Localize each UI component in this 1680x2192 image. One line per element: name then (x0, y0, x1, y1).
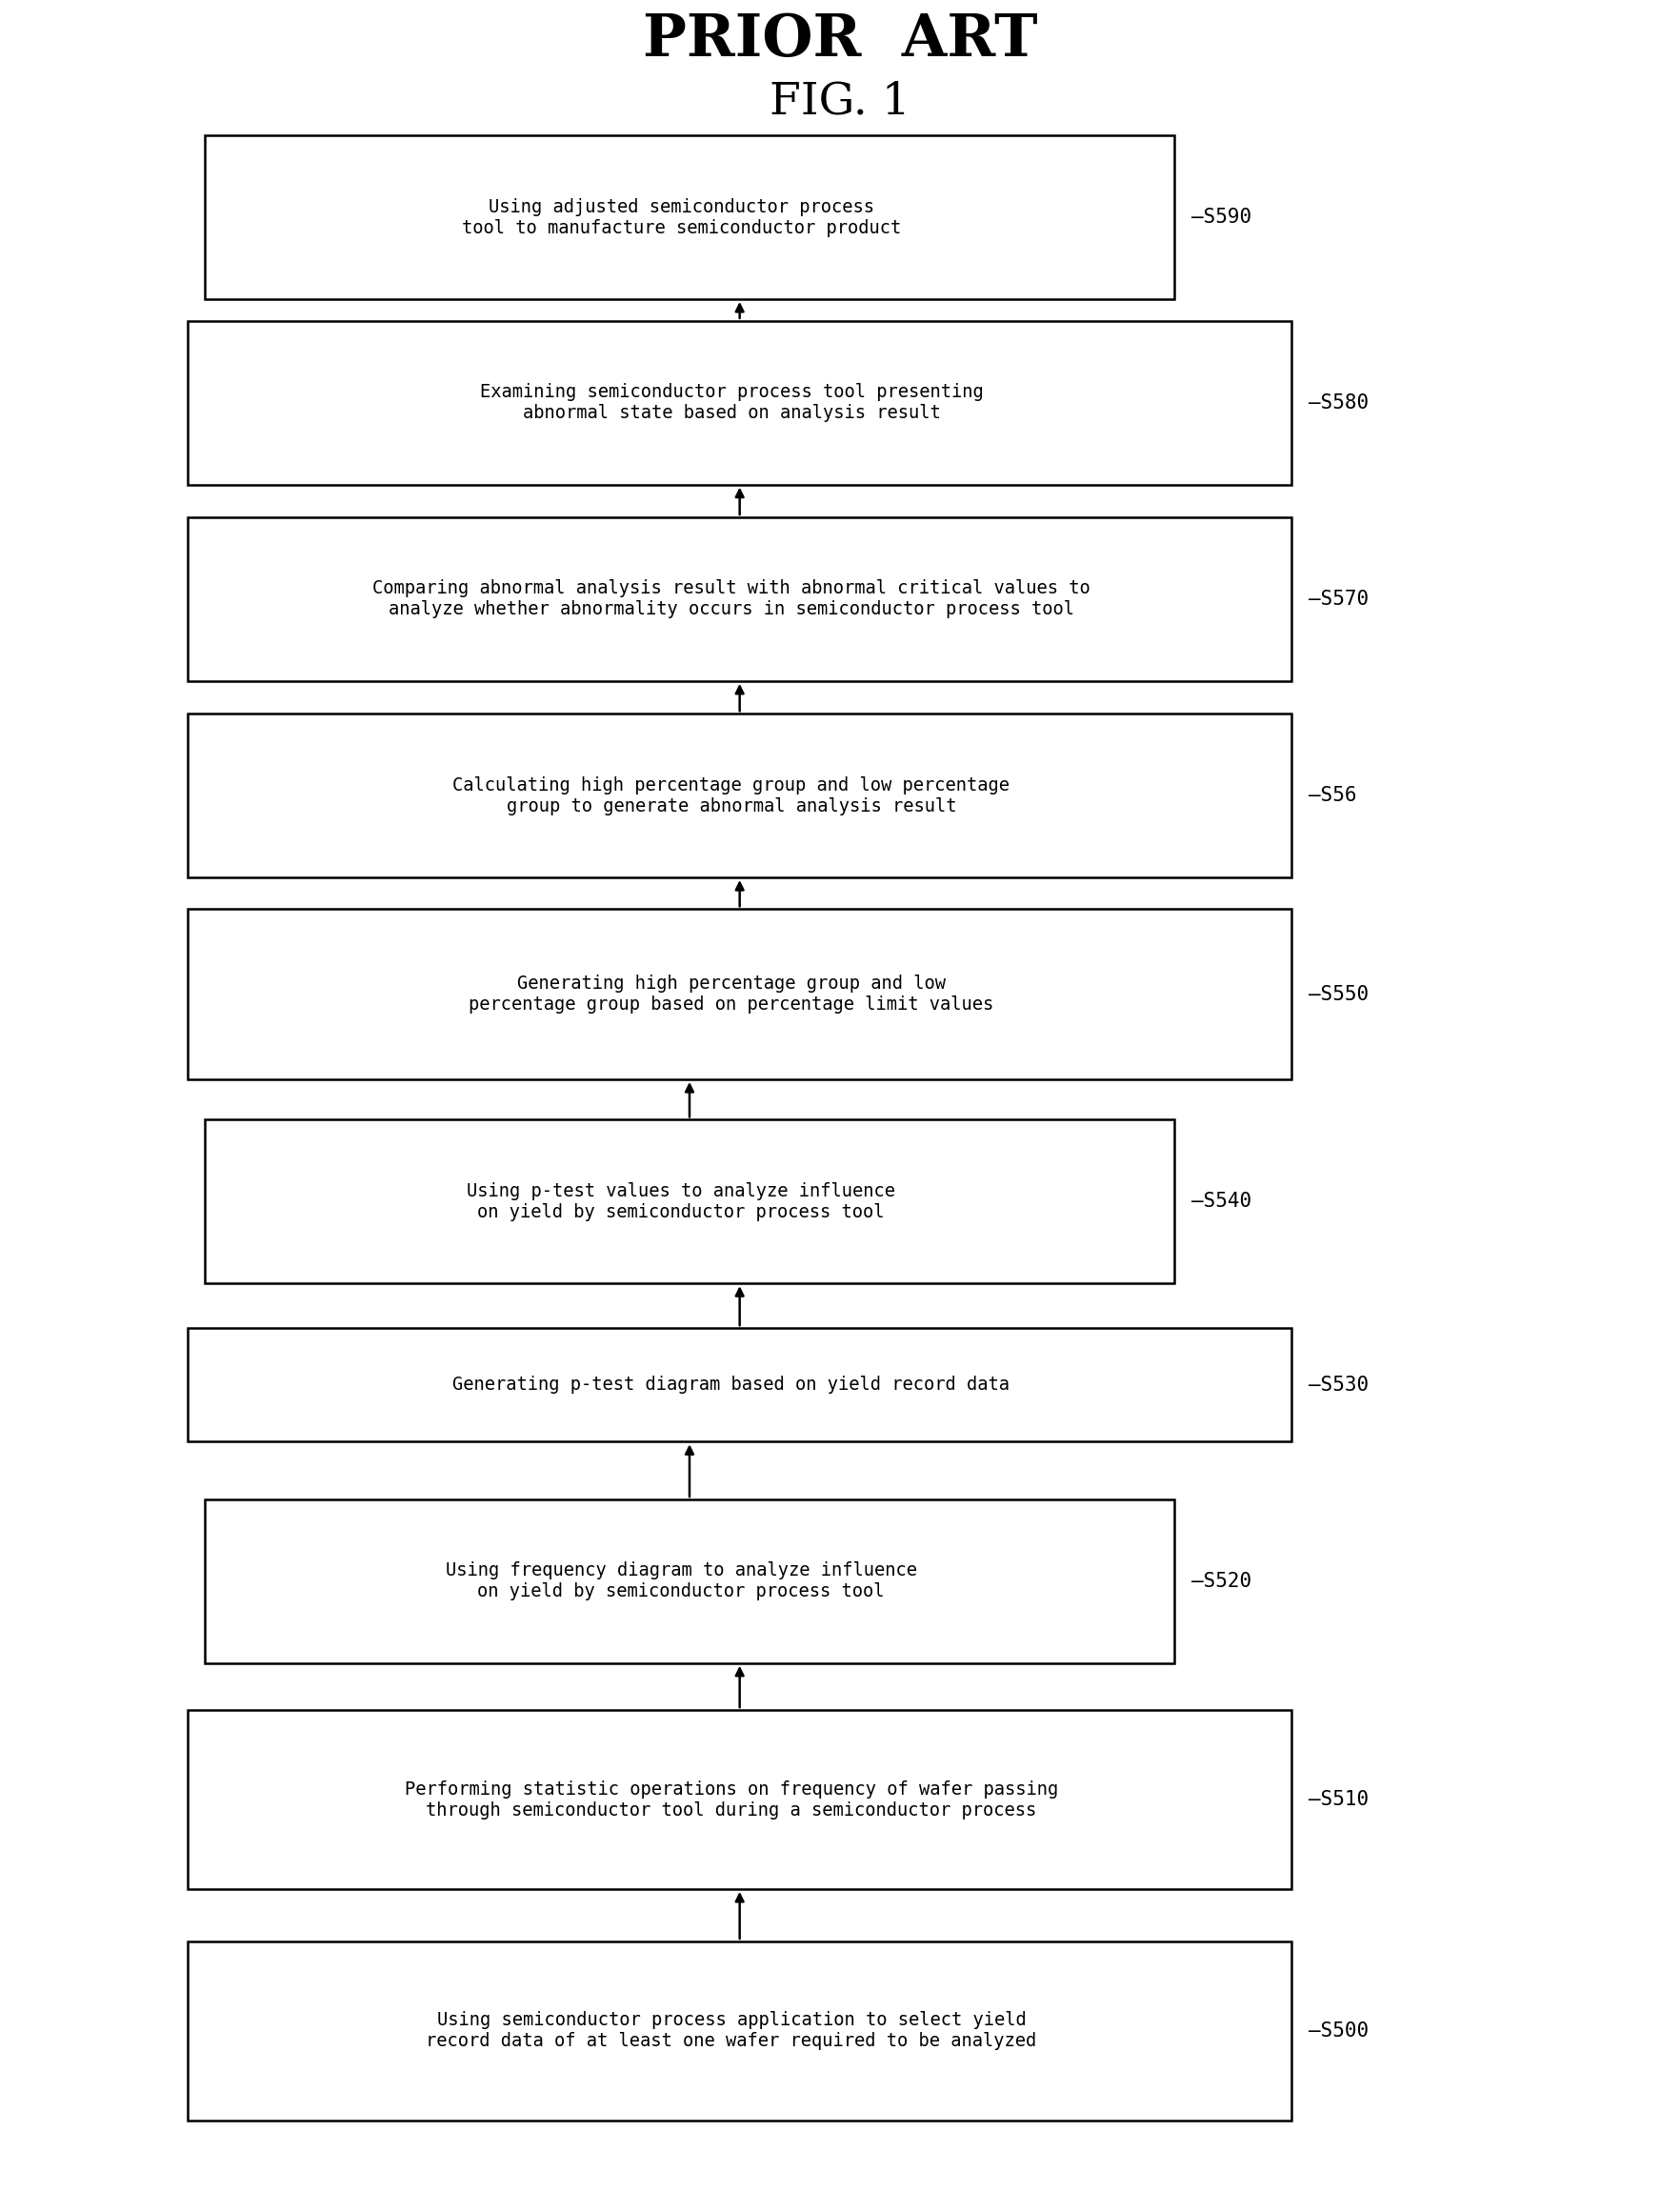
Text: Calculating high percentage group and low percentage
group to generate abnormal : Calculating high percentage group and lo… (452, 776, 1010, 815)
Text: —S56: —S56 (1309, 787, 1356, 804)
FancyBboxPatch shape (188, 517, 1292, 682)
FancyBboxPatch shape (205, 1120, 1174, 1282)
Text: —S590: —S590 (1191, 208, 1252, 226)
Text: PRIOR  ART: PRIOR ART (643, 11, 1037, 68)
Text: Examining semiconductor process tool presenting
abnormal state based on analysis: Examining semiconductor process tool pre… (479, 384, 983, 423)
Text: —S580: —S580 (1309, 392, 1368, 412)
Text: —S510: —S510 (1309, 1791, 1368, 1808)
FancyBboxPatch shape (188, 320, 1292, 484)
Text: Using semiconductor process application to select yield
record data of at least : Using semiconductor process application … (427, 2012, 1037, 2050)
Text: Using p-test values to analyze influence
on yield by semiconductor process tool: Using p-test values to analyze influence… (467, 1181, 895, 1221)
Text: Generating high percentage group and low
percentage group based on percentage li: Generating high percentage group and low… (469, 975, 995, 1013)
Text: Using adjusted semiconductor process
tool to manufacture semiconductor product: Using adjusted semiconductor process too… (462, 197, 900, 237)
Text: Using frequency diagram to analyze influence
on yield by semiconductor process t: Using frequency diagram to analyze influ… (445, 1561, 917, 1600)
Text: Comparing abnormal analysis result with abnormal critical values to
analyze whet: Comparing abnormal analysis result with … (373, 579, 1090, 618)
Text: —S500: —S500 (1309, 2021, 1368, 2041)
Text: —S540: —S540 (1191, 1192, 1252, 1210)
Text: —S520: —S520 (1191, 1572, 1252, 1591)
Text: Generating p-test diagram based on yield record data: Generating p-test diagram based on yield… (452, 1377, 1010, 1394)
FancyBboxPatch shape (205, 1499, 1174, 1664)
Text: —S570: —S570 (1309, 590, 1368, 609)
FancyBboxPatch shape (188, 1942, 1292, 2120)
FancyBboxPatch shape (188, 715, 1292, 877)
FancyBboxPatch shape (188, 910, 1292, 1078)
FancyBboxPatch shape (205, 136, 1174, 298)
FancyBboxPatch shape (188, 1328, 1292, 1442)
FancyBboxPatch shape (188, 1710, 1292, 1890)
Text: Performing statistic operations on frequency of wafer passing
through semiconduc: Performing statistic operations on frequ… (405, 1780, 1058, 1819)
Text: —S550: —S550 (1309, 984, 1368, 1004)
Text: —S530: —S530 (1309, 1374, 1368, 1394)
Text: FIG. 1: FIG. 1 (769, 81, 911, 123)
